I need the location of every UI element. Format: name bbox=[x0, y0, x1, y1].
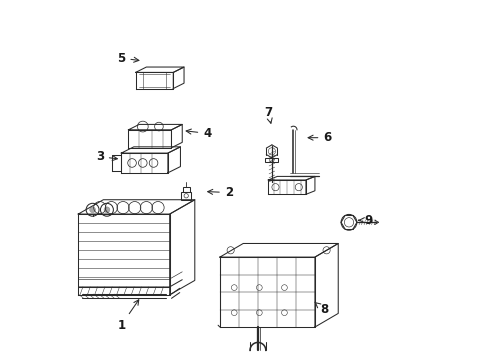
Bar bbox=[183, 187, 190, 192]
Text: 8: 8 bbox=[315, 302, 328, 316]
Bar bbox=[266, 158, 278, 162]
Text: 2: 2 bbox=[208, 186, 233, 199]
Text: 5: 5 bbox=[117, 51, 139, 64]
Text: 6: 6 bbox=[308, 131, 332, 144]
Text: 4: 4 bbox=[186, 127, 212, 140]
Text: 9: 9 bbox=[359, 214, 373, 227]
Circle shape bbox=[104, 207, 110, 213]
Circle shape bbox=[90, 207, 96, 213]
Text: 3: 3 bbox=[96, 150, 118, 163]
Text: 7: 7 bbox=[264, 106, 272, 123]
Bar bbox=[181, 192, 191, 200]
Text: 1: 1 bbox=[117, 300, 139, 332]
